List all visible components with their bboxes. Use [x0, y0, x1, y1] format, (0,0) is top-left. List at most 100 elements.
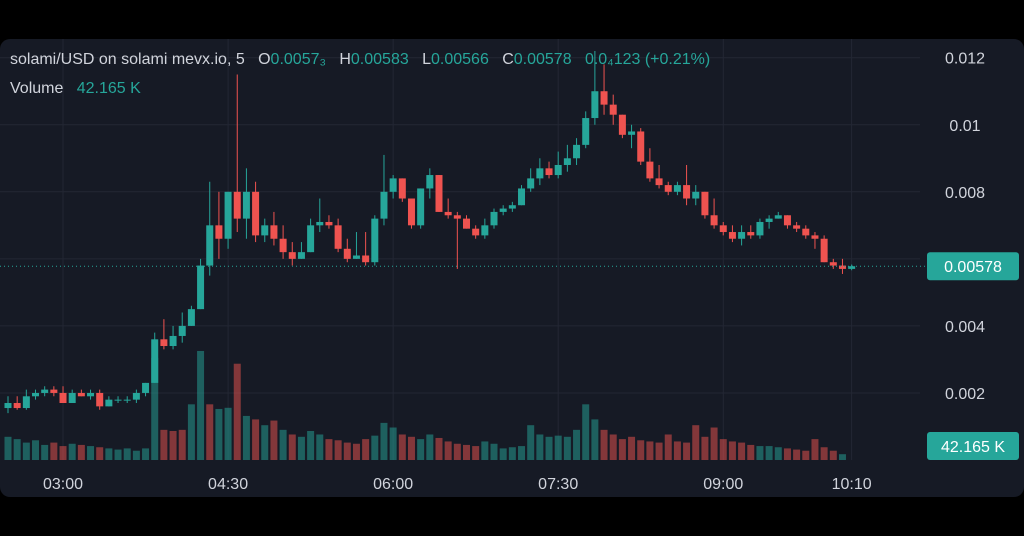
candle-body	[838, 265, 846, 269]
high-value: 0.00583	[350, 51, 409, 68]
candle-body	[738, 232, 746, 239]
candle-body	[352, 255, 360, 259]
candle-body	[793, 225, 801, 229]
volume-bar	[554, 435, 562, 460]
candle-body	[646, 161, 654, 179]
volume-bar	[609, 434, 617, 460]
volume-bar	[747, 444, 755, 460]
candle-body	[343, 248, 351, 259]
candle-body	[444, 211, 452, 216]
candle-body	[261, 225, 269, 236]
candle-body	[536, 168, 544, 179]
candle-body	[774, 215, 782, 219]
volume-bar	[307, 431, 315, 460]
volume-bar	[77, 444, 85, 460]
candle-body	[701, 191, 709, 216]
volume-bar	[820, 447, 828, 460]
volume-bar	[756, 446, 764, 460]
candle-body	[499, 208, 507, 212]
open-value: 0.0057₃	[270, 51, 326, 68]
candle-body	[151, 339, 159, 383]
volume-bar	[22, 442, 30, 460]
volume-bar	[453, 443, 461, 460]
volume-bar	[646, 441, 654, 460]
candle-body	[123, 399, 131, 401]
volume-bar	[87, 446, 95, 460]
volume-bar	[261, 425, 269, 460]
candle-body	[628, 131, 636, 135]
candle-body	[87, 392, 95, 397]
candle-body	[600, 91, 608, 105]
volume-bar	[481, 441, 489, 460]
volume-bar	[426, 434, 434, 460]
candle-body	[215, 225, 223, 239]
volume-bar	[132, 450, 140, 460]
candle-body	[316, 221, 324, 226]
volume-bar	[655, 442, 663, 460]
volume-bar	[518, 446, 526, 460]
candle-body	[655, 178, 663, 186]
candle-body	[288, 252, 296, 259]
time-tick-label: 04:30	[208, 476, 248, 493]
candle-body	[371, 218, 379, 263]
candle-body	[334, 225, 342, 249]
volume-bar	[270, 420, 278, 460]
volume-bar	[407, 436, 415, 460]
price-tick-label: 0.004	[945, 319, 985, 336]
volume-bar	[463, 444, 470, 460]
volume-bar	[334, 440, 342, 460]
candle-body	[756, 221, 764, 236]
candle-body	[582, 118, 590, 145]
candle-body	[783, 215, 791, 226]
volume-bar	[41, 444, 49, 460]
price-tick-label: 0.01	[949, 118, 980, 135]
candle-body	[848, 266, 856, 269]
last-price-badge: 0.00578	[927, 252, 1019, 281]
volume-bar	[160, 429, 168, 460]
candle-body	[463, 218, 470, 229]
candle-body	[50, 389, 58, 393]
volume-bar	[187, 404, 195, 460]
time-tick-label: 10:10	[832, 476, 872, 493]
candle-body	[224, 191, 232, 239]
candle-body	[728, 232, 736, 239]
candle-body	[362, 255, 370, 263]
candle-body	[820, 238, 828, 263]
volume-bar	[536, 434, 544, 460]
volume-bar	[628, 436, 636, 460]
volume-label[interactable]: Volume	[10, 80, 64, 97]
volume-bar	[151, 357, 159, 460]
candle-body	[398, 178, 406, 199]
last-price-label: 0.00578	[944, 259, 1002, 276]
candle-body	[692, 191, 700, 199]
candle-body	[59, 392, 67, 404]
time-tick-label: 06:00	[373, 476, 413, 493]
volume-bar	[472, 446, 480, 460]
time-axis[interactable]: 03:00 04:30 06:00 07:30 09:00 10:10	[43, 476, 872, 493]
volume-bar	[114, 449, 122, 460]
candle-body	[747, 232, 755, 236]
volume-bar	[435, 437, 443, 460]
candle-body	[664, 185, 672, 192]
candle-body	[426, 175, 434, 189]
candle-body	[719, 225, 727, 233]
candle-body	[142, 382, 150, 393]
candle-body	[389, 178, 397, 192]
volume-bar	[50, 442, 58, 460]
candle-body	[32, 392, 40, 397]
volume-bar	[398, 434, 406, 460]
candle-body	[554, 164, 562, 176]
symbol-title[interactable]: solami/USD on solami mevx.io, 5	[10, 51, 245, 68]
candle-body	[637, 131, 645, 162]
candle-body	[591, 91, 599, 119]
volume-bar	[664, 434, 672, 460]
volume-bar	[242, 415, 250, 460]
candle-body	[105, 399, 113, 407]
candle-body	[618, 114, 626, 135]
volume-bar	[224, 407, 232, 460]
candle-body	[802, 228, 810, 236]
candle-body	[22, 396, 30, 409]
open-label: O	[258, 51, 271, 68]
